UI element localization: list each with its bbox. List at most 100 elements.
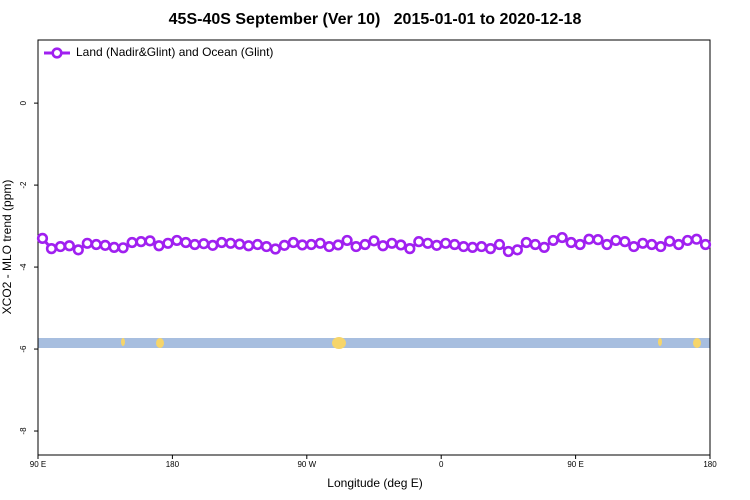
point [332, 239, 344, 251]
point [493, 238, 506, 251]
point [646, 238, 658, 251]
point [404, 243, 416, 255]
point [162, 237, 174, 249]
x-tick-label: 90 E [30, 460, 46, 469]
point [63, 240, 75, 252]
land-patch [121, 338, 125, 346]
point [54, 240, 67, 253]
point [117, 242, 129, 254]
point [529, 238, 541, 251]
point [368, 235, 380, 247]
point [466, 241, 479, 253]
point [699, 238, 712, 251]
point [72, 244, 84, 256]
point [422, 237, 434, 249]
point [90, 238, 102, 251]
land-patch [658, 338, 662, 346]
land-patch [156, 338, 164, 348]
y-tick-label: 0 [19, 100, 28, 105]
point [36, 232, 49, 244]
point [601, 238, 613, 251]
point [189, 238, 201, 251]
point [449, 238, 461, 251]
point [81, 237, 93, 249]
point [538, 241, 550, 253]
point [350, 240, 362, 253]
point [484, 243, 497, 255]
x-axis-label: Longitude (deg E) [327, 476, 422, 490]
point [144, 235, 156, 247]
point [431, 239, 443, 251]
point [99, 239, 111, 251]
x-tick-label: 180 [703, 460, 717, 469]
point [296, 239, 308, 251]
point [619, 236, 631, 248]
point [359, 238, 371, 251]
land-patch [693, 338, 701, 348]
point [511, 244, 523, 256]
point [207, 239, 219, 251]
point [592, 234, 604, 246]
point [216, 236, 228, 249]
point [655, 240, 667, 253]
point [269, 243, 282, 255]
land-mask-strip [38, 337, 710, 349]
point [556, 231, 568, 244]
point [610, 234, 622, 247]
point [681, 234, 694, 247]
y-tick-label: -2 [19, 181, 28, 189]
point [198, 238, 210, 250]
y-tick-label: -4 [19, 263, 28, 271]
point [565, 236, 577, 249]
point [520, 236, 532, 249]
point [135, 236, 147, 248]
point [153, 240, 165, 252]
x-tick-label: 90 E [567, 460, 583, 469]
point [323, 240, 335, 253]
x-tick-label: 180 [166, 460, 180, 469]
x-tick-label: 90 W [297, 460, 316, 469]
legend-marker [51, 47, 63, 59]
point [690, 233, 703, 245]
point [225, 237, 237, 249]
point [377, 240, 389, 252]
point [45, 243, 58, 255]
point [305, 238, 317, 251]
point [502, 245, 515, 258]
point [251, 238, 264, 251]
point [475, 240, 488, 253]
point [574, 238, 586, 251]
point [386, 237, 398, 249]
point [126, 236, 138, 249]
legend-label: Land (Nadir&Glint) and Ocean (Glint) [76, 45, 273, 59]
land-patch [332, 337, 346, 349]
point [583, 233, 595, 245]
y-axis-label: XCO2 - MLO trend (ppm) [0, 180, 14, 315]
point [287, 236, 299, 249]
point [341, 234, 353, 247]
x-tick-label: 0 [439, 460, 444, 469]
point [180, 236, 192, 249]
point [628, 240, 640, 253]
chart-title: 45S-40S September (Ver 10) 2015-01-01 to… [169, 11, 582, 28]
point [314, 237, 326, 249]
point [664, 235, 676, 247]
point [242, 240, 255, 252]
point [395, 239, 407, 251]
point [547, 234, 559, 247]
point [673, 238, 685, 251]
point [440, 237, 452, 249]
point [171, 234, 183, 247]
y-tick-label: -8 [19, 427, 28, 435]
ocean-strip [38, 338, 710, 348]
point [108, 241, 120, 253]
point [278, 239, 291, 251]
point [260, 240, 273, 253]
legend-item: Land (Nadir&Glint) and Ocean (Glint) [44, 45, 273, 59]
point [413, 236, 425, 248]
point [234, 238, 246, 250]
point [458, 240, 470, 253]
point [637, 237, 649, 249]
y-tick-label: -6 [19, 345, 28, 353]
